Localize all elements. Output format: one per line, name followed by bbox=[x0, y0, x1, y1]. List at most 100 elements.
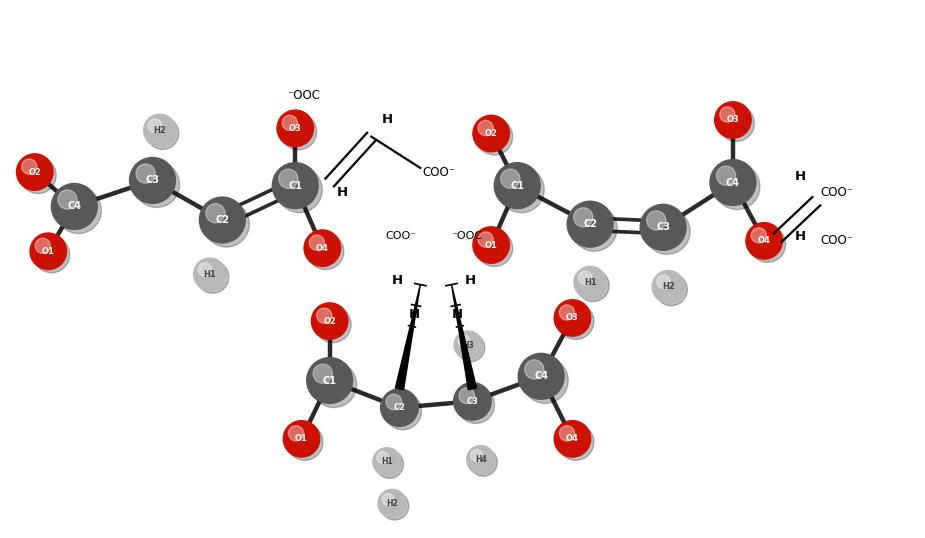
Circle shape bbox=[52, 183, 97, 229]
Circle shape bbox=[652, 271, 684, 303]
Circle shape bbox=[720, 107, 735, 122]
Circle shape bbox=[309, 235, 325, 250]
Circle shape bbox=[459, 388, 475, 404]
Circle shape bbox=[749, 226, 785, 263]
Circle shape bbox=[136, 164, 155, 183]
Circle shape bbox=[314, 306, 352, 343]
Text: H1: H1 bbox=[204, 270, 216, 279]
Text: O4: O4 bbox=[316, 244, 328, 253]
Circle shape bbox=[381, 389, 418, 426]
Circle shape bbox=[473, 227, 510, 263]
Circle shape bbox=[457, 386, 495, 423]
Text: C3: C3 bbox=[145, 175, 159, 186]
Text: H4: H4 bbox=[475, 455, 487, 464]
Text: O2: O2 bbox=[485, 129, 498, 138]
Text: H: H bbox=[391, 274, 402, 287]
Circle shape bbox=[30, 233, 67, 270]
Text: COO⁻: COO⁻ bbox=[820, 187, 854, 200]
Text: H: H bbox=[451, 308, 462, 321]
Circle shape bbox=[467, 445, 495, 474]
Text: C2: C2 bbox=[216, 215, 229, 225]
Circle shape bbox=[478, 121, 493, 136]
Text: C1: C1 bbox=[511, 181, 524, 190]
Circle shape bbox=[558, 424, 594, 461]
Circle shape bbox=[524, 360, 544, 379]
Circle shape bbox=[574, 208, 593, 227]
Circle shape bbox=[554, 421, 591, 457]
Circle shape bbox=[476, 230, 512, 266]
Circle shape bbox=[58, 190, 77, 209]
Circle shape bbox=[476, 118, 512, 155]
Circle shape bbox=[716, 166, 735, 185]
Circle shape bbox=[316, 308, 332, 323]
Circle shape bbox=[645, 209, 690, 254]
Text: O1: O1 bbox=[42, 247, 55, 256]
Text: H: H bbox=[409, 308, 420, 321]
Text: H: H bbox=[465, 274, 476, 287]
Circle shape bbox=[574, 266, 606, 299]
Text: C4: C4 bbox=[68, 201, 81, 211]
Circle shape bbox=[282, 115, 298, 131]
Text: H2: H2 bbox=[662, 282, 674, 291]
Circle shape bbox=[454, 331, 482, 359]
Text: O3: O3 bbox=[726, 116, 739, 124]
Circle shape bbox=[718, 105, 755, 141]
Circle shape bbox=[272, 162, 318, 209]
Circle shape bbox=[560, 426, 574, 441]
Circle shape bbox=[382, 493, 394, 505]
Circle shape bbox=[500, 169, 520, 188]
Circle shape bbox=[280, 114, 316, 150]
Circle shape bbox=[715, 102, 751, 138]
Circle shape bbox=[453, 383, 491, 420]
Circle shape bbox=[376, 452, 388, 463]
Text: O3: O3 bbox=[289, 124, 302, 133]
Circle shape bbox=[655, 273, 687, 306]
Circle shape bbox=[647, 211, 666, 230]
Circle shape bbox=[577, 270, 610, 302]
Circle shape bbox=[314, 364, 332, 383]
Circle shape bbox=[130, 158, 176, 203]
Circle shape bbox=[378, 490, 406, 518]
Polygon shape bbox=[395, 285, 420, 390]
Circle shape bbox=[56, 188, 102, 233]
Text: C1: C1 bbox=[289, 181, 302, 190]
Circle shape bbox=[373, 448, 401, 476]
Circle shape bbox=[287, 424, 323, 461]
Circle shape bbox=[278, 169, 298, 188]
Circle shape bbox=[710, 160, 756, 206]
Text: C3: C3 bbox=[656, 222, 670, 232]
Text: O4: O4 bbox=[566, 434, 579, 443]
Text: COO⁻: COO⁻ bbox=[423, 166, 455, 179]
Circle shape bbox=[35, 238, 51, 253]
Circle shape bbox=[751, 228, 767, 243]
Circle shape bbox=[205, 203, 225, 223]
Text: ⁻OOC: ⁻OOC bbox=[451, 231, 483, 241]
Circle shape bbox=[283, 421, 320, 457]
Text: C2: C2 bbox=[393, 403, 405, 412]
Text: O2: O2 bbox=[323, 316, 336, 325]
Circle shape bbox=[146, 117, 179, 150]
Circle shape bbox=[307, 358, 352, 404]
Text: C3: C3 bbox=[466, 397, 478, 406]
Circle shape bbox=[471, 450, 483, 462]
Circle shape bbox=[523, 358, 568, 404]
Circle shape bbox=[200, 197, 245, 243]
Text: O1: O1 bbox=[485, 240, 498, 250]
Text: H: H bbox=[795, 169, 806, 182]
Circle shape bbox=[560, 305, 574, 320]
Circle shape bbox=[289, 426, 303, 441]
Circle shape bbox=[499, 167, 544, 213]
Text: H1: H1 bbox=[381, 457, 393, 466]
Circle shape bbox=[311, 362, 357, 408]
Circle shape bbox=[376, 450, 403, 478]
Circle shape bbox=[469, 448, 498, 476]
Circle shape bbox=[312, 303, 348, 339]
Text: COO⁻: COO⁻ bbox=[385, 231, 416, 241]
Text: H3: H3 bbox=[462, 341, 475, 350]
Text: H: H bbox=[795, 230, 806, 243]
Circle shape bbox=[458, 335, 470, 347]
Circle shape bbox=[640, 204, 686, 250]
Text: O1: O1 bbox=[295, 434, 308, 443]
Circle shape bbox=[196, 261, 228, 293]
Circle shape bbox=[473, 115, 510, 152]
